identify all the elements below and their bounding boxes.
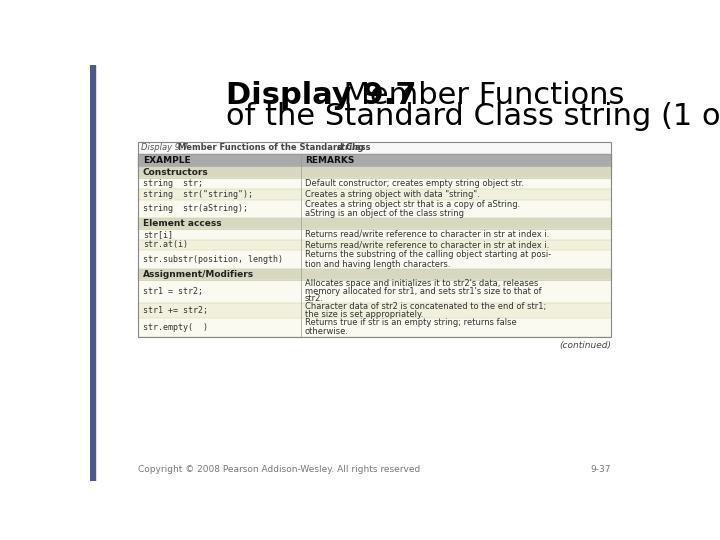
Bar — [138, 142, 611, 336]
Text: Member Functions of the Standard Class: Member Functions of the Standard Class — [179, 144, 374, 152]
Bar — [138, 200, 611, 218]
Bar — [138, 154, 611, 167]
Text: Creates a string object str that is a copy of aString.: Creates a string object str that is a co… — [305, 200, 520, 208]
Bar — [138, 280, 611, 303]
Text: str[i]: str[i] — [143, 230, 173, 239]
Bar — [138, 178, 611, 189]
Text: Allocates space and initializes it to str2's data, releases: Allocates space and initializes it to st… — [305, 279, 538, 288]
Bar — [138, 189, 611, 200]
Text: Element access: Element access — [143, 219, 221, 228]
Text: Returns read/write reference to character in str at index i.: Returns read/write reference to characte… — [305, 230, 549, 239]
Text: aString is an object of the class string: aString is an object of the class string — [305, 209, 464, 218]
Bar — [138, 240, 611, 251]
Text: Character data of str2 is concatenated to the end of str1;: Character data of str2 is concatenated t… — [305, 302, 546, 311]
Bar — [138, 251, 611, 269]
Text: otherwise.: otherwise. — [305, 327, 348, 336]
Text: Assignment/Modifiers: Assignment/Modifiers — [143, 270, 254, 279]
Text: of the Standard Class string (1 of 2): of the Standard Class string (1 of 2) — [225, 102, 720, 131]
Bar — [138, 167, 611, 178]
Bar — [138, 229, 611, 240]
Text: Member Functions: Member Functions — [324, 81, 624, 110]
Text: string  str;: string str; — [143, 179, 203, 188]
Text: Copyright © 2008 Pearson Addison-Wesley. All rights reserved: Copyright © 2008 Pearson Addison-Wesley.… — [138, 464, 420, 474]
Bar — [138, 318, 611, 336]
Text: str.empty(  ): str.empty( ) — [143, 323, 207, 332]
Text: Constructors: Constructors — [143, 168, 209, 177]
Text: str2.: str2. — [305, 294, 324, 303]
Text: string  str("string");: string str("string"); — [143, 190, 253, 199]
Text: (continued): (continued) — [559, 341, 611, 350]
Text: str.at(i): str.at(i) — [143, 240, 188, 249]
Text: tion and having length characters.: tion and having length characters. — [305, 260, 450, 269]
Text: str1 = str2;: str1 = str2; — [143, 287, 203, 296]
Text: Display 9.7: Display 9.7 — [141, 144, 188, 152]
Text: EXAMPLE: EXAMPLE — [143, 156, 190, 165]
Text: str.substr(position, length): str.substr(position, length) — [143, 255, 283, 264]
Text: string  str(aString);: string str(aString); — [143, 204, 248, 213]
Text: Display 9.7: Display 9.7 — [225, 81, 416, 110]
Bar — [138, 142, 611, 154]
Bar — [138, 218, 611, 229]
Text: Returns true if str is an empty string; returns false: Returns true if str is an empty string; … — [305, 318, 516, 327]
Text: Returns read/write reference to character in str at index i.: Returns read/write reference to characte… — [305, 240, 549, 249]
Text: string: string — [336, 144, 364, 152]
Text: Returns the substring of the calling object starting at posi-: Returns the substring of the calling obj… — [305, 251, 551, 260]
Bar — [138, 303, 611, 318]
Bar — [90, 65, 96, 481]
Bar — [138, 269, 611, 280]
Text: str1 += str2;: str1 += str2; — [143, 306, 207, 315]
Text: Default constructor; creates empty string object str.: Default constructor; creates empty strin… — [305, 179, 523, 188]
Text: REMARKS: REMARKS — [305, 156, 355, 165]
Text: Creates a string object with data "string".: Creates a string object with data "strin… — [305, 190, 480, 199]
Text: 9-37: 9-37 — [590, 464, 611, 474]
Text: the size is set appropriately.: the size is set appropriately. — [305, 310, 423, 319]
Text: memory allocated for str1, and sets str1's size to that of: memory allocated for str1, and sets str1… — [305, 287, 541, 296]
